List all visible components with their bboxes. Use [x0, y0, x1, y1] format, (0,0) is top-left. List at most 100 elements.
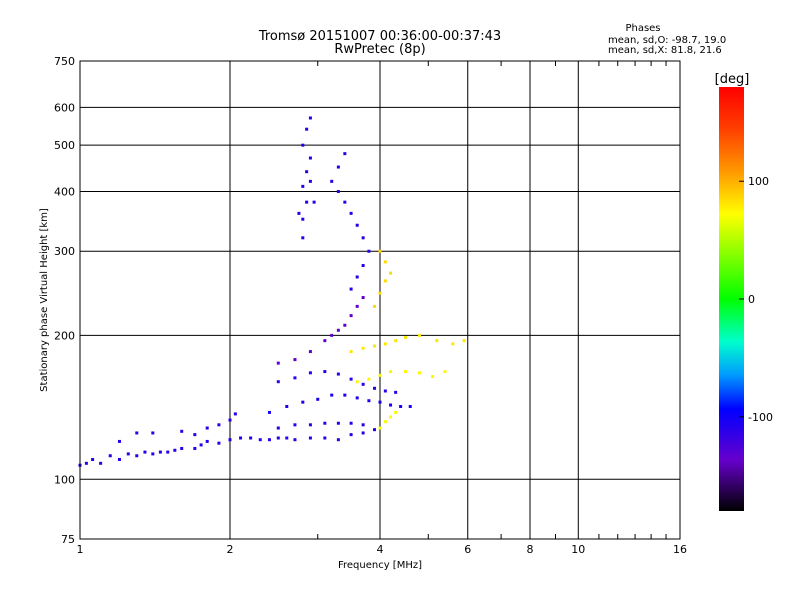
data-point	[349, 433, 353, 437]
y-tick-label: 75	[61, 533, 75, 546]
y-tick-label: 200	[54, 329, 75, 342]
grid-x	[79, 61, 681, 539]
data-point	[361, 236, 365, 240]
data-point	[276, 426, 280, 430]
data-point	[308, 156, 312, 160]
data-point	[343, 393, 347, 397]
data-point	[233, 412, 237, 416]
data-point	[316, 397, 320, 401]
data-point	[378, 373, 382, 377]
y-tick-labels: 75 100 200 300 400 500 600 750	[54, 55, 75, 546]
data-point	[99, 461, 103, 465]
y-tick-label: 400	[54, 185, 75, 198]
data-point	[367, 377, 371, 381]
data-point	[355, 275, 359, 279]
data-point	[394, 410, 398, 414]
data-point	[301, 143, 305, 147]
data-point	[305, 170, 309, 174]
data-point	[84, 461, 88, 465]
y-tick-label: 100	[54, 473, 75, 486]
data-point	[367, 399, 371, 403]
data-point	[394, 339, 398, 343]
data-point	[336, 421, 340, 425]
data-point	[336, 372, 340, 376]
data-point	[383, 279, 387, 283]
data-point	[336, 165, 340, 169]
data-point	[276, 380, 280, 384]
data-point	[389, 415, 393, 419]
colorbar-tick-label: 100	[748, 175, 769, 188]
data-point	[373, 304, 377, 308]
data-points	[78, 116, 466, 467]
data-point	[383, 260, 387, 264]
data-point	[336, 189, 340, 193]
x-tick-label: 16	[673, 543, 687, 556]
colorbar-tick-labels: 100 0 -100	[739, 175, 773, 424]
data-point	[308, 116, 312, 120]
data-point	[330, 333, 334, 337]
data-point	[349, 421, 353, 425]
data-point	[267, 438, 271, 442]
data-point	[258, 438, 262, 442]
data-point	[276, 436, 280, 440]
data-point	[378, 426, 382, 430]
data-point	[403, 370, 407, 374]
data-point	[323, 370, 327, 374]
data-point	[355, 380, 359, 384]
data-point	[378, 291, 382, 295]
data-point	[394, 390, 398, 394]
y-tick-label: 300	[54, 245, 75, 258]
x-tick-label: 2	[227, 543, 234, 556]
data-point	[193, 433, 197, 437]
data-point	[297, 211, 301, 215]
y-tick-label: 600	[54, 101, 75, 114]
data-point	[378, 249, 382, 253]
y-tick-label: 500	[54, 139, 75, 152]
data-point	[239, 436, 243, 440]
data-point	[373, 344, 377, 348]
data-point	[135, 431, 139, 435]
plot-area	[78, 60, 681, 540]
data-point	[293, 423, 297, 427]
data-point	[323, 339, 327, 343]
data-point	[336, 438, 340, 442]
x-tick-label: 4	[377, 543, 384, 556]
data-point	[349, 377, 353, 381]
y-axis-label: Stationary phase Virtual Height [km]	[39, 208, 50, 392]
data-point	[308, 436, 312, 440]
x-tick-label: 10	[571, 543, 585, 556]
data-point	[361, 431, 365, 435]
data-point	[361, 346, 365, 350]
data-point	[301, 236, 305, 240]
data-point	[143, 450, 147, 454]
data-point	[355, 223, 359, 227]
data-point	[117, 439, 121, 443]
data-point	[180, 429, 184, 433]
data-point	[308, 423, 312, 427]
x-tick-labels: 1 2 4 6 8 10 16	[77, 543, 688, 556]
stats-line-x: mean, sd,X: 81.8, 21.6	[608, 45, 722, 56]
data-point	[249, 436, 253, 440]
data-point	[323, 421, 327, 425]
chart-title: Tromsø 20151007 00:36:00-00:37:43	[258, 29, 501, 44]
data-point	[158, 450, 162, 454]
data-point	[383, 342, 387, 346]
data-point	[308, 179, 312, 183]
data-point	[355, 304, 359, 308]
data-point	[228, 438, 232, 442]
colorbar-tick-label: -100	[748, 411, 773, 424]
data-point	[135, 454, 139, 458]
data-point	[361, 296, 365, 300]
data-point	[349, 211, 353, 215]
colorbar-tick-label: 0	[748, 293, 755, 306]
data-point	[301, 217, 305, 221]
data-point	[361, 264, 365, 268]
data-point	[378, 400, 382, 404]
data-point	[308, 371, 312, 375]
data-point	[308, 350, 312, 354]
x-tick-label: 1	[77, 543, 84, 556]
data-point	[301, 400, 305, 404]
data-point	[117, 457, 121, 461]
data-point	[276, 361, 280, 365]
